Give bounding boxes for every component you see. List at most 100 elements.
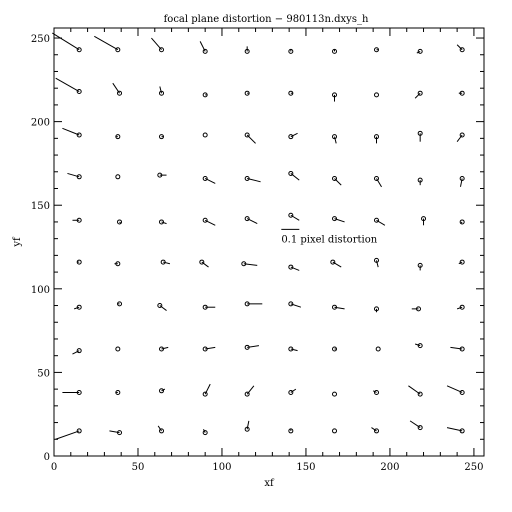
star-position-marker bbox=[115, 47, 121, 53]
chart-title: focal plane distortion − 980113n.dxys_h bbox=[164, 14, 369, 25]
star-position-marker bbox=[288, 134, 294, 140]
star-position-marker bbox=[374, 217, 379, 223]
star-position-marker bbox=[76, 89, 82, 95]
distortion-vector bbox=[290, 266, 300, 271]
star-position-marker bbox=[202, 217, 208, 223]
star-position-marker bbox=[202, 391, 208, 397]
distortion-vector bbox=[55, 430, 80, 440]
star-position-marker bbox=[244, 48, 250, 54]
y-tick-label: 100 bbox=[31, 285, 50, 296]
distortion-vector bbox=[201, 261, 209, 268]
star-position-marker bbox=[288, 346, 294, 352]
y-tick-label: 0 bbox=[44, 452, 50, 463]
star-position-marker bbox=[76, 304, 82, 310]
distortion-vector bbox=[55, 77, 80, 92]
distortion-vector bbox=[290, 132, 298, 138]
star-position-marker bbox=[417, 262, 423, 268]
distortion-vector bbox=[159, 86, 162, 94]
x-tick-label: 100 bbox=[212, 462, 231, 473]
star-position-marker bbox=[459, 219, 465, 225]
star-position-marker bbox=[244, 216, 250, 222]
star-position-marker bbox=[417, 48, 423, 54]
x-tick-label: 250 bbox=[464, 462, 483, 473]
star-position-marker bbox=[332, 175, 338, 181]
star-position-marker bbox=[332, 216, 338, 222]
y-tick-label: 150 bbox=[31, 201, 50, 212]
distortion-vector bbox=[459, 178, 463, 187]
star-position-marker bbox=[115, 174, 121, 180]
star-position-marker bbox=[159, 134, 164, 140]
star-position-marker bbox=[244, 426, 250, 432]
star-position-marker bbox=[374, 92, 379, 98]
star-position-marker bbox=[199, 259, 205, 265]
star-position-marker bbox=[374, 175, 379, 181]
star-position-marker bbox=[117, 301, 123, 307]
star-position-marker bbox=[202, 430, 208, 436]
x-tick-label: 200 bbox=[380, 462, 399, 473]
star-position-marker bbox=[459, 428, 465, 434]
distortion-vector bbox=[290, 348, 298, 352]
distortion-vector bbox=[446, 385, 463, 393]
star-position-marker bbox=[459, 90, 465, 96]
star-position-marker bbox=[288, 170, 294, 176]
distortion-vector bbox=[456, 134, 463, 142]
distortion-vector bbox=[161, 221, 167, 225]
scale-bar: 0.1 pixel distortion bbox=[281, 228, 378, 245]
star-position-marker bbox=[459, 389, 465, 395]
star-position-marker bbox=[159, 47, 164, 53]
y-tick-label: 200 bbox=[31, 118, 50, 129]
axis-ticks bbox=[53, 28, 484, 457]
star-position-marker bbox=[332, 92, 338, 98]
distortion-vector bbox=[456, 44, 463, 51]
star-position-marker bbox=[159, 388, 164, 394]
star-position-marker bbox=[459, 132, 465, 138]
plot-frame bbox=[53, 27, 485, 457]
star-position-marker bbox=[330, 259, 336, 265]
star-position-marker bbox=[417, 177, 423, 183]
distortion-vector bbox=[371, 427, 377, 432]
star-position-marker bbox=[459, 47, 465, 53]
y-tick-label: 50 bbox=[37, 368, 50, 379]
distortion-vector bbox=[334, 178, 342, 186]
star-position-marker bbox=[374, 306, 379, 312]
star-position-marker bbox=[117, 90, 123, 96]
x-tick-label: 150 bbox=[296, 462, 315, 473]
star-position-marker bbox=[374, 389, 379, 395]
y-tick-labels: 0 50 100 150 200 250 bbox=[31, 34, 50, 463]
star-position-marker bbox=[288, 212, 294, 218]
star-position-marker bbox=[332, 48, 338, 54]
star-position-marker bbox=[159, 90, 164, 96]
star-position-marker bbox=[244, 90, 250, 96]
star-position-marker bbox=[288, 264, 294, 270]
star-position-marker bbox=[244, 175, 250, 181]
y-axis-label: yf bbox=[12, 236, 23, 248]
star-position-marker bbox=[288, 389, 294, 395]
star-position-marker bbox=[202, 48, 208, 54]
distortion-vector bbox=[332, 261, 342, 268]
star-position-marker bbox=[76, 259, 82, 265]
star-position-marker bbox=[332, 134, 338, 140]
star-position-marker bbox=[332, 391, 338, 397]
star-position-marker bbox=[332, 304, 338, 310]
star-position-marker bbox=[417, 130, 423, 136]
star-position-marker bbox=[117, 430, 123, 436]
star-position-marker bbox=[244, 301, 250, 307]
star-position-marker bbox=[159, 219, 164, 225]
star-position-marker bbox=[244, 344, 250, 350]
star-position-marker bbox=[115, 346, 121, 352]
star-position-marker bbox=[374, 47, 379, 53]
star-position-marker bbox=[115, 261, 121, 267]
distortion-vector bbox=[246, 420, 250, 430]
distortion-vector bbox=[446, 427, 463, 432]
star-position-marker bbox=[202, 132, 208, 138]
star-position-marker bbox=[374, 428, 379, 434]
star-position-marker bbox=[157, 172, 163, 178]
star-position-marker bbox=[202, 304, 208, 310]
star-position-marker bbox=[374, 257, 379, 263]
star-position-marker bbox=[374, 134, 379, 140]
star-position-marker bbox=[76, 389, 82, 395]
star-position-marker bbox=[288, 301, 294, 307]
star-position-marker bbox=[417, 343, 423, 349]
star-position-marker bbox=[332, 346, 338, 352]
